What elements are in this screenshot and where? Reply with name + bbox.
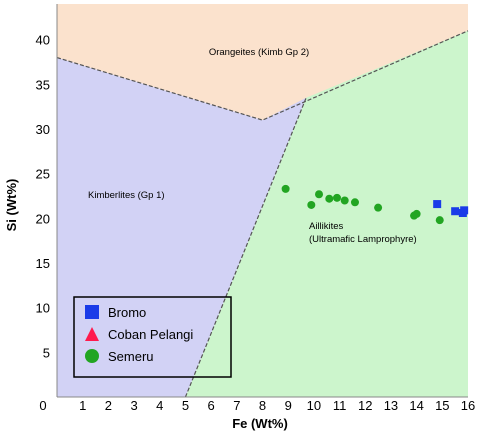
legend-label-coban-pelangi: Coban Pelangi: [108, 327, 193, 342]
semeru-point: [340, 196, 349, 205]
legend-box: [73, 296, 232, 378]
region-label-line: Orangeites (Kimb Gp 2): [209, 47, 309, 58]
classification-regions: [57, 4, 468, 398]
x-tick-label: 8: [259, 398, 266, 413]
x-tick-label: 10: [307, 398, 321, 413]
x-tick-labels: 0 1 2 3 4 5 6 7 8 9 10 11 12 13 14 15 16: [39, 398, 475, 413]
x-tick-label: 16: [461, 398, 475, 413]
x-tick-label: 7: [233, 398, 240, 413]
region-label-line: Aillikites: [309, 221, 344, 232]
semeru-point: [281, 184, 290, 193]
semeru-point: [325, 194, 334, 203]
legend-items: Bromo Coban Pelangi Semeru: [85, 305, 193, 364]
x-tick-label: 2: [105, 398, 112, 413]
x-axis-title: Fe (Wt%): [232, 416, 288, 431]
x-tick-label: 14: [409, 398, 423, 413]
legend-label-bromo: Bromo: [108, 305, 146, 320]
semeru-point: [332, 193, 341, 202]
region-label-line: (Ultramafic Lamprophyre): [309, 234, 417, 245]
semeru-point: [307, 200, 316, 209]
bromo-point: [460, 206, 469, 215]
semeru-point: [315, 190, 324, 199]
region-label-1: Kimberlites (Gp 1): [88, 190, 165, 201]
region-2: [185, 30, 468, 398]
region-label-line: Kimberlites (Gp 1): [88, 190, 165, 201]
y-tick-labels: 5 10 15 20 25 30 35 40: [36, 33, 50, 361]
semeru-point: [412, 209, 421, 218]
y-tick-label: 40: [36, 33, 50, 48]
x-tick-label: 13: [384, 398, 398, 413]
x-tick-label: 0: [39, 398, 46, 413]
legend: Bromo Coban Pelangi Semeru: [73, 296, 232, 378]
y-axis-title: Si (Wt%): [4, 179, 19, 232]
region-0: [57, 4, 468, 121]
x-tick-label: 12: [358, 398, 372, 413]
bromo-point: [433, 200, 442, 209]
axes: [56, 4, 468, 398]
y-tick-label: 10: [36, 301, 50, 316]
bromo-point: [451, 207, 460, 216]
x-tick-label: 5: [182, 398, 189, 413]
legend-marker-semeru: [85, 349, 99, 363]
region-label-0: Orangeites (Kimb Gp 2): [209, 47, 309, 58]
semeru-point: [435, 216, 444, 225]
region-1: [57, 57, 307, 397]
y-tick-label: 35: [36, 77, 50, 92]
region-label-2: Aillikites (Ultramafic Lamprophyre): [309, 221, 417, 245]
semeru-point: [350, 198, 359, 207]
x-tick-label: 4: [156, 398, 163, 413]
y-tick-label: 15: [36, 256, 50, 271]
x-tick-label: 15: [435, 398, 449, 413]
y-tick-label: 30: [36, 122, 50, 137]
x-tick-label: 1: [79, 398, 86, 413]
x-tick-label: 11: [333, 398, 347, 413]
y-tick-label: 25: [36, 167, 50, 182]
region-labels: Orangeites (Kimb Gp 2) Kimberlites (Gp 1)…: [88, 47, 417, 245]
data-points: [281, 184, 469, 225]
x-tick-label: 9: [285, 398, 292, 413]
legend-marker-bromo: [85, 305, 99, 319]
legend-label-semeru: Semeru: [108, 349, 154, 364]
semeru-point: [374, 203, 383, 212]
x-tick-label: 3: [130, 398, 137, 413]
legend-marker-coban-pelangi: [85, 327, 99, 341]
y-tick-label: 5: [43, 345, 50, 360]
x-tick-label: 6: [208, 398, 215, 413]
y-tick-label: 20: [36, 211, 50, 226]
